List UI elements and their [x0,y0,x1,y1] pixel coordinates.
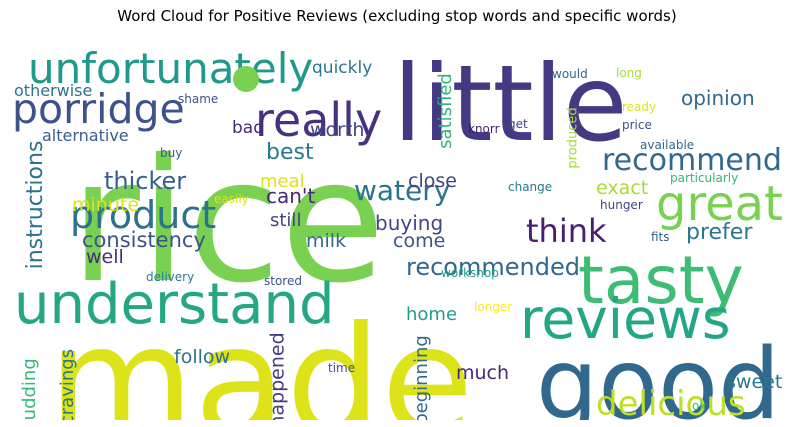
word-easily: easily [214,192,249,206]
word-much: much [456,362,509,384]
word-porridge: porridge [12,85,185,133]
word-prefer: prefer [686,220,753,245]
word-delivery: delivery [146,270,194,284]
word-good: good [536,328,780,420]
word-cravings: cravings [57,349,78,420]
word-long: long [616,66,642,80]
word-recommend: recommend [602,143,782,178]
word-available: available [640,138,694,152]
word-would: would [552,67,588,81]
word-workshop: workshop [441,266,499,280]
word-recommended: recommended [406,253,580,281]
word-change: change [508,180,552,194]
word-otherwise: otherwise [14,81,92,100]
word-reviews: reviews [520,287,731,351]
word-bad: bad [232,118,264,138]
word-worth: worth [310,119,364,141]
word-consistency: consistency [82,228,206,252]
word-thicker: thicker [104,167,186,195]
word-watery: watery [354,174,450,207]
word-milk: milk [306,230,346,252]
word-knorr: knorr [468,122,500,136]
word-come: come [393,230,445,252]
word-happened: happened [267,332,289,420]
word-home: home [406,304,457,325]
word-best: best [266,140,314,165]
word-pudding: pudding [19,358,40,420]
word-beginning: beginning [411,335,432,420]
word-ok: ok [692,399,706,413]
word-ready: ready [622,100,656,114]
word-time: time [328,361,355,375]
word-quickly: quickly [312,58,372,78]
word-delicious: delicious [596,384,746,420]
word-minute: minute [72,194,139,216]
word-price: price [622,118,652,132]
word-follow: follow [174,346,230,368]
word-product: product [70,193,216,237]
word-can-t: can't [266,184,315,208]
word-great: great [656,176,783,232]
word-alternative: alternative [42,126,129,145]
word-fits: fits [651,230,670,244]
word-unfortunately: unfortunately [28,44,313,93]
word-little: little [393,43,627,165]
word-rice: rice [70,123,385,321]
word-buy: buy [160,146,182,160]
chart-title: Word Cloud for Positive Reviews (excludi… [117,7,677,25]
word-hunger: hunger [600,198,643,212]
word-cloud-panel: rice made little good tasty understand reviews… [8,25,788,420]
word-exact: exact [596,177,648,199]
word-stored: stored [264,274,302,288]
word-buying: buying [375,211,443,235]
word-think: think [526,212,607,250]
word-longer: longer [474,300,512,314]
word-opinion: opinion [681,86,755,110]
word-satisfied: satisfied [435,73,456,149]
word-shame: shame [178,92,218,106]
word-understand: understand [14,272,335,337]
word-really: really [255,93,382,147]
word-still: still [270,210,301,231]
word-get: get [508,117,528,131]
word-made: made [48,295,474,420]
word-close: close [408,170,457,192]
word-tasty: tasty [578,242,744,319]
word-dot [233,66,259,92]
word-well: well [86,246,124,268]
word-meal: meal [260,171,305,192]
word-particularly: particularly [670,171,738,185]
word-instructions: instructions [23,141,48,270]
word-sweet: sweet [726,371,782,393]
word-produced: produced [566,107,581,168]
